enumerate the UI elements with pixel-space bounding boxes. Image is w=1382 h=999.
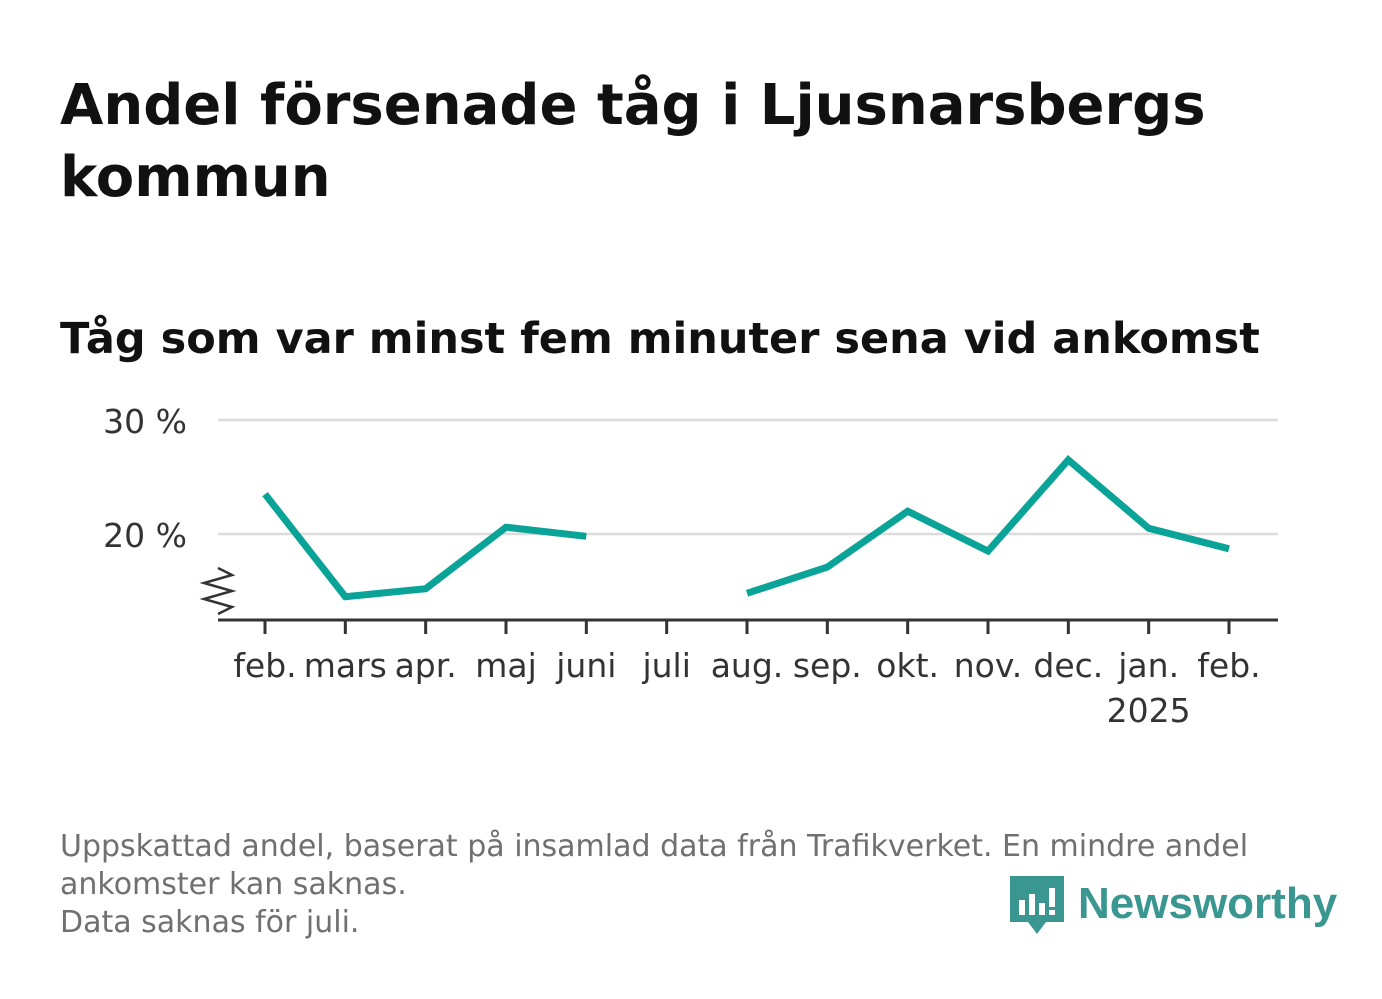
line-chart: 20 %30 %feb. mars apr. maj juni juli aug. sep. o… — [103, 402, 1278, 730]
chart-subtitle: Tåg som var minst fem minuter sena vid a… — [60, 314, 1260, 364]
x-tick-label: feb. — [1197, 646, 1260, 685]
x-tick-label: jan. — [1117, 646, 1179, 685]
y-tick-label: 30 % — [103, 402, 187, 441]
x-tick-label: aug. — [711, 646, 784, 685]
footnote: Uppskattad andel, baserat på insamlad da… — [60, 828, 1320, 942]
footnote-line-1: Uppskattad andel, baserat på insamlad da… — [60, 829, 1249, 864]
x-tick-label: mars — [304, 646, 387, 685]
x-tick-label: juli — [641, 646, 690, 685]
x-tick-label: maj — [475, 646, 537, 685]
x-tick-label: apr. — [395, 646, 457, 685]
axis-break-icon — [199, 566, 237, 616]
x-year-label: 2025 — [1107, 691, 1191, 730]
x-tick-label: feb. — [233, 646, 296, 685]
x-tick-label: juni — [555, 646, 616, 685]
brand-logo: Newsworthy — [1010, 876, 1337, 942]
x-tick-label: okt. — [876, 646, 939, 685]
series-line — [745, 455, 1230, 597]
footnote-line-3: Data saknas för juli. — [60, 905, 360, 940]
brand-name: Newsworthy — [1078, 879, 1338, 928]
x-tick-label: dec. — [1033, 646, 1103, 685]
x-tick-label: sep. — [793, 646, 862, 685]
series-line — [262, 491, 587, 601]
y-tick-label: 20 % — [103, 516, 187, 555]
x-tick-label: nov. — [954, 646, 1023, 685]
footnote-line-2: ankomster kan saknas. — [60, 867, 407, 902]
chart-title: Andel försenade tåg i Ljusnarsbergs komm… — [60, 73, 1206, 210]
newsworthy-logo-icon — [1010, 876, 1064, 934]
